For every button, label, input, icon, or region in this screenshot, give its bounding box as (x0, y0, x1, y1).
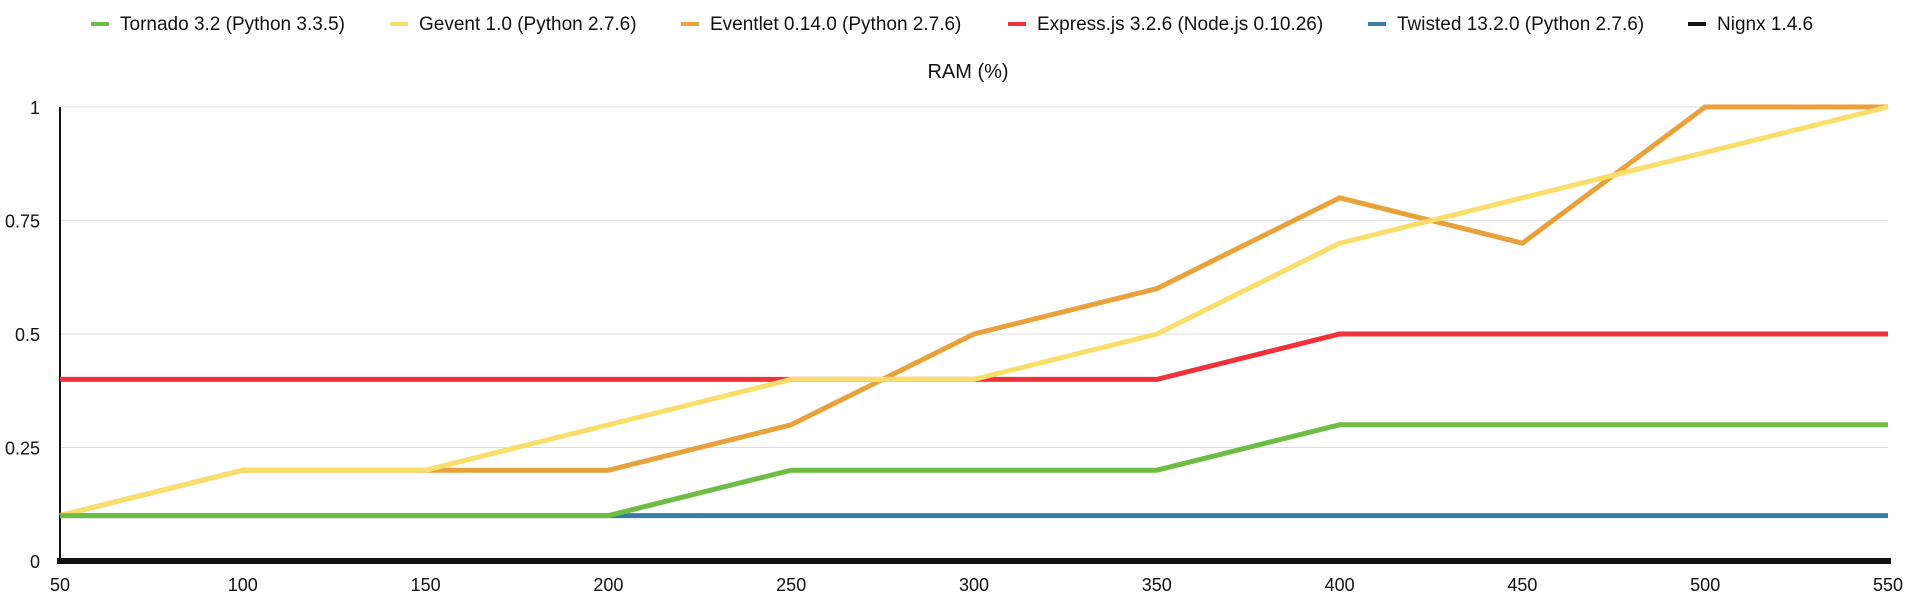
legend-item-eventlet-0-14-0-python-2-7-6: Eventlet 0.14.0 (Python 2.7.6) (681, 14, 961, 35)
legend-label: Twisted 13.2.0 (Python 2.7.6) (1397, 14, 1644, 35)
grid (60, 106, 1888, 448)
legend-label: Gevent 1.0 (Python 2.7.6) (419, 14, 637, 35)
legend-item-twisted-13-2-0-python-2-7-6: Twisted 13.2.0 (Python 2.7.6) (1368, 14, 1644, 35)
y-tick-label: 0.75 (5, 212, 40, 232)
y-tick-label: 0.25 (5, 439, 40, 459)
y-tick-label: 0.5 (15, 325, 40, 345)
legend-label: Tornado 3.2 (Python 3.3.5) (120, 14, 345, 35)
series-line-tornado-3-2-python-3-3-5 (60, 422, 1888, 519)
series-tornado-3-2-python-3-3-5 (60, 422, 1888, 519)
series-line-gevent-1-0-python-2-7-6 (59, 104, 1889, 519)
legend-label: Express.js 3.2.6 (Node.js 0.10.26) (1037, 14, 1323, 35)
legend-label: Eventlet 0.14.0 (Python 2.7.6) (710, 14, 961, 35)
series-gevent-1-0-python-2-7-6 (59, 104, 1889, 519)
x-tick-label: 550 (1873, 575, 1903, 595)
series-line-eventlet-0-14-0-python-2-7-6 (59, 104, 1888, 519)
chart-title: RAM (%) (927, 61, 1008, 83)
legend-item-express-js-3-2-6-node-js-0-10-26: Express.js 3.2.6 (Node.js 0.10.26) (1008, 14, 1323, 35)
series-line-express-js-3-2-6-node-js-0-10-26 (60, 331, 1888, 382)
y-tick-label: 0 (30, 552, 40, 572)
x-ticks: 50 100 150 200 250 300 350 400 450 500 550 (50, 575, 1903, 595)
x-tick-label: 50 (50, 575, 70, 595)
x-tick-label: 200 (593, 575, 623, 595)
x-tick-label: 150 (411, 575, 441, 595)
x-tick-label: 100 (228, 575, 258, 595)
legend: Tornado 3.2 (Python 3.3.5) Gevent 1.0 (Py… (91, 14, 1813, 35)
y-tick-label: 1 (30, 98, 40, 118)
legend-item-tornado-3-2-python-3-3-5: Tornado 3.2 (Python 3.3.5) (91, 14, 345, 35)
legend-item-gevent-1-0-python-2-7-6: Gevent 1.0 (Python 2.7.6) (390, 14, 637, 35)
x-tick-label: 350 (1142, 575, 1172, 595)
x-tick-label: 300 (959, 575, 989, 595)
y-ticks: 0 0.25 0.5 0.75 1 (5, 98, 40, 572)
series-eventlet-0-14-0-python-2-7-6 (59, 104, 1888, 519)
legend-item-nignx-1-4-6: Nignx 1.4.6 (1688, 14, 1813, 35)
series-express-js-3-2-6-node-js-0-10-26 (60, 331, 1888, 382)
x-tick-label: 400 (1325, 575, 1355, 595)
x-tick-label: 250 (776, 575, 806, 595)
x-tick-label: 500 (1690, 575, 1720, 595)
x-tick-label: 450 (1507, 575, 1537, 595)
series (59, 104, 1889, 564)
legend-label: Nignx 1.4.6 (1717, 14, 1813, 35)
